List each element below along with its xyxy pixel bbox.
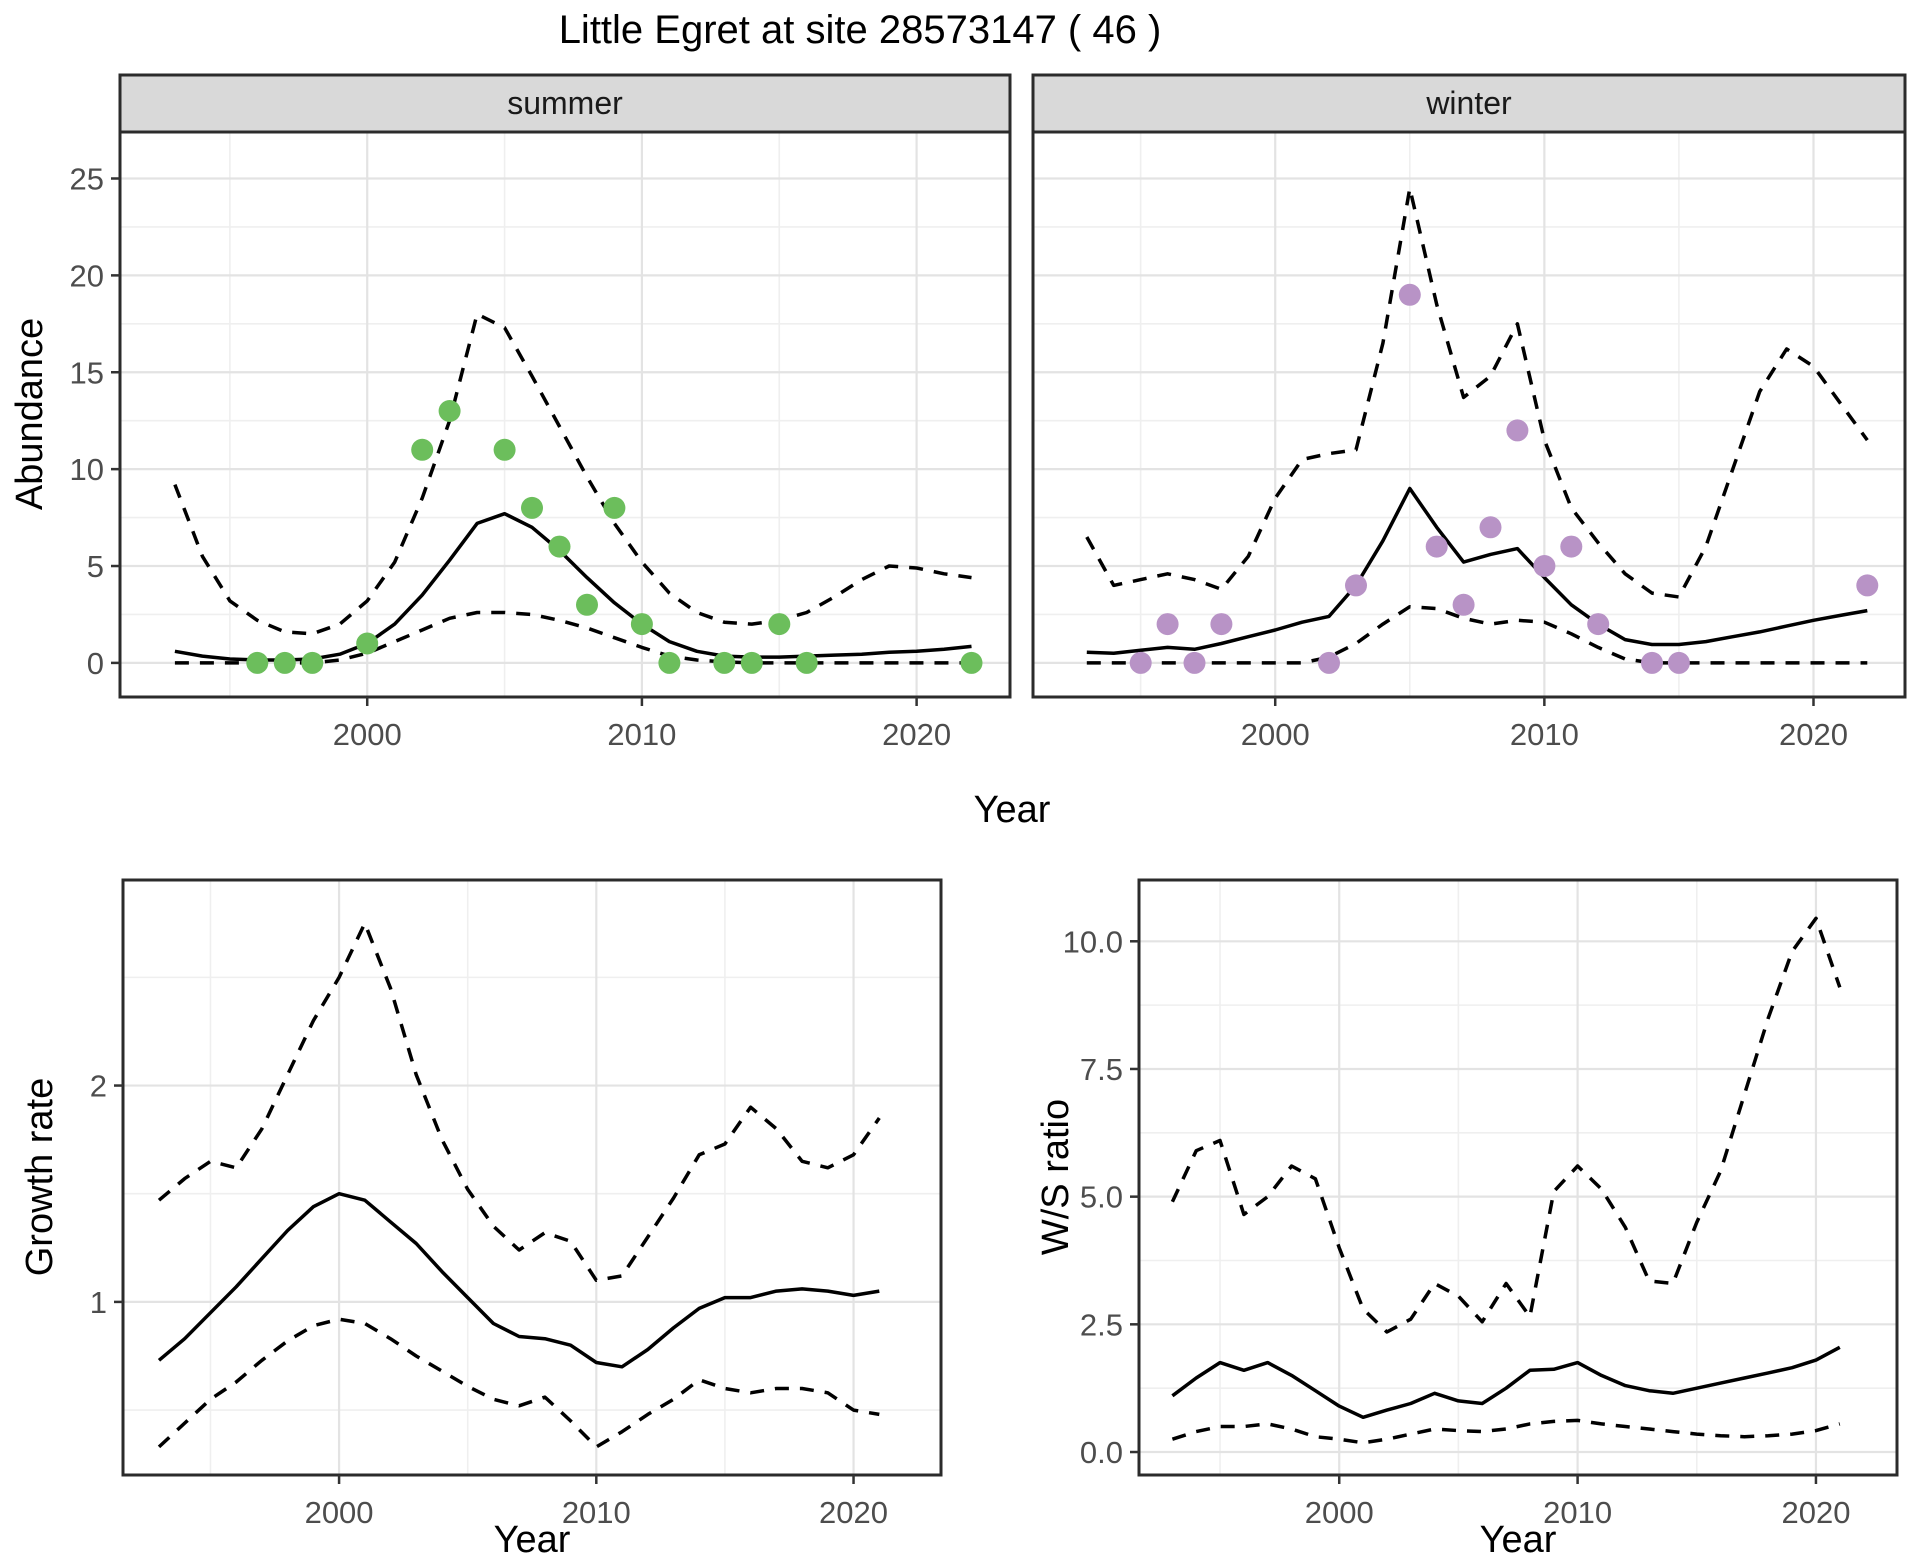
lower-ci-line xyxy=(1171,1418,1841,1445)
y-tick-label: 2.5 xyxy=(1080,1307,1123,1342)
y-tick-label: 0.0 xyxy=(1080,1435,1123,1470)
x-tick-label: 2000 xyxy=(1241,717,1310,752)
data-point xyxy=(1129,651,1152,674)
data-point xyxy=(576,593,598,616)
data-point xyxy=(1183,651,1206,674)
data-point xyxy=(658,651,681,674)
panel-background xyxy=(120,132,1010,697)
x-tick-label: 2000 xyxy=(305,1495,374,1530)
data-point xyxy=(521,496,543,519)
data-point xyxy=(1506,419,1529,442)
x-tick-label: 2020 xyxy=(819,1495,888,1530)
ws-ratio-axis-label: W/S ratio xyxy=(1035,1099,1077,1255)
y-tick-label: 15 xyxy=(70,355,104,390)
data-point xyxy=(1533,555,1556,577)
data-point xyxy=(768,613,791,636)
upper-ci-line xyxy=(1170,916,1842,1334)
y-tick-label: 10.0 xyxy=(1063,924,1123,959)
x-tick-label: 2000 xyxy=(1305,1495,1374,1530)
data-point xyxy=(301,651,324,674)
abundance-axis-label: Abundance xyxy=(9,318,51,510)
top-year-axis-label: Year xyxy=(974,789,1051,831)
data-point xyxy=(1856,574,1879,597)
data-point xyxy=(960,651,983,674)
x-tick-label: 2010 xyxy=(1510,717,1579,752)
y-tick-label: 20 xyxy=(70,258,104,293)
y-tick-label: 1 xyxy=(90,1285,107,1320)
plot-title: Little Egret at site 28573147 ( 46 ) xyxy=(558,8,1162,52)
data-point xyxy=(411,438,434,461)
data-point xyxy=(1318,651,1340,674)
data-point xyxy=(273,651,296,674)
growth-rate-panel: 2000 2010 2020 1 2 xyxy=(90,878,943,1530)
y-tick-label: 10 xyxy=(70,452,104,487)
panel-border xyxy=(118,130,1012,699)
panel-border xyxy=(1137,878,1899,1477)
mean-line xyxy=(157,1191,880,1369)
data-point xyxy=(1425,535,1448,558)
upper-ci-line xyxy=(157,921,881,1283)
y-tick-label: 0 xyxy=(87,646,104,681)
y-tick-label: 25 xyxy=(70,162,104,197)
facet-strip-winter-label: winter xyxy=(1425,85,1512,121)
data-point xyxy=(438,400,461,422)
x-tick-label: 2020 xyxy=(1781,1495,1850,1530)
panel-border xyxy=(121,878,943,1477)
x-tick-label: 2010 xyxy=(1543,1495,1612,1530)
data-point xyxy=(1587,613,1610,636)
upper-ci-line xyxy=(1085,186,1869,599)
ws-year-axis-label: Year xyxy=(1480,1519,1557,1560)
data-point xyxy=(1452,593,1475,616)
y-tick-label: 2 xyxy=(90,1069,107,1104)
mean-line xyxy=(1171,1345,1841,1420)
data-point xyxy=(740,651,763,674)
x-tick-label: 2020 xyxy=(882,717,951,752)
x-tick-label: 2010 xyxy=(562,1495,631,1530)
facet-strip-summer-label: summer xyxy=(507,85,623,121)
data-point xyxy=(1641,651,1663,674)
y-tick-label: 5.0 xyxy=(1080,1180,1123,1215)
x-tick-label: 2000 xyxy=(333,717,402,752)
data-point xyxy=(1398,283,1421,306)
growth-year-axis-label: Year xyxy=(494,1519,571,1560)
y-tick-label: 7.5 xyxy=(1080,1052,1123,1087)
panel-background xyxy=(123,880,941,1475)
winter-abundance-panel: 2000 2010 2020 xyxy=(1031,130,1907,752)
data-point xyxy=(493,438,516,461)
ws-ratio-panel: 2000 2010 2020 0.0 2.5 5.0 7.5 10.0 xyxy=(1063,878,1899,1530)
growth-rate-axis-label: Growth rate xyxy=(19,1078,61,1277)
data-point xyxy=(1479,516,1502,539)
panel-background xyxy=(1139,880,1897,1475)
data-point xyxy=(356,632,379,655)
data-point xyxy=(1560,535,1583,558)
data-point xyxy=(1345,574,1367,597)
data-point xyxy=(630,613,653,636)
data-point xyxy=(1667,651,1690,674)
summer-abundance-panel: 2000 2010 2020 0 5 10 15 20 25 xyxy=(70,130,1012,752)
facet-strip-winter xyxy=(1031,73,1907,134)
mean-line xyxy=(1086,486,1868,655)
data-point xyxy=(246,651,269,674)
data-point xyxy=(1156,613,1179,636)
data-point xyxy=(548,535,571,558)
data-point xyxy=(603,496,626,519)
facet-strip-summer xyxy=(118,73,1012,134)
data-point xyxy=(713,651,736,674)
panel-border xyxy=(1031,130,1907,699)
x-tick-label: 2020 xyxy=(1779,717,1848,752)
x-tick-label: 2010 xyxy=(607,717,676,752)
lower-ci-line xyxy=(1086,604,1868,665)
data-point xyxy=(795,651,818,674)
data-point xyxy=(1210,613,1233,636)
y-tick-label: 5 xyxy=(87,549,104,584)
lower-ci-line xyxy=(157,1317,880,1449)
